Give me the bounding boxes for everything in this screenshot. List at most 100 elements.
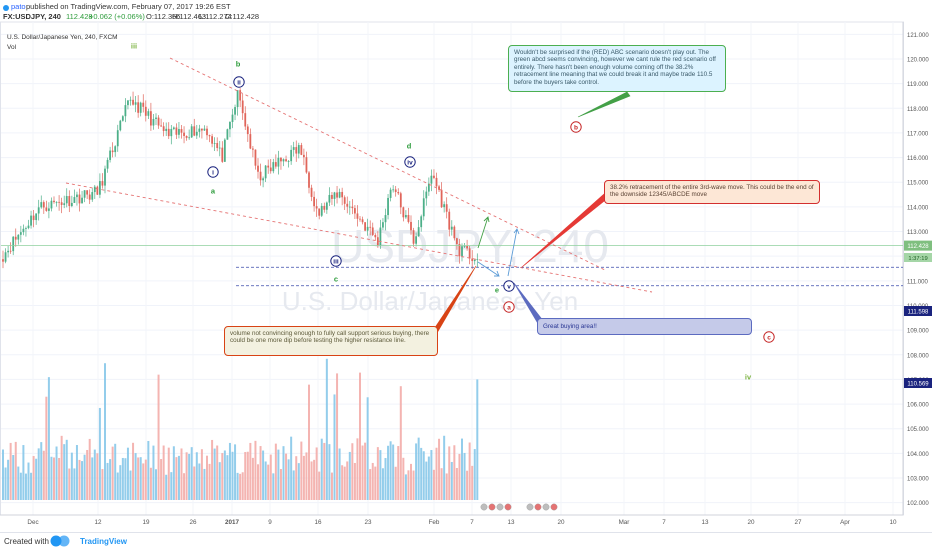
volume-bar bbox=[313, 459, 316, 500]
volume-bar bbox=[200, 449, 203, 500]
volume-bar bbox=[471, 465, 474, 500]
candle-body bbox=[287, 161, 290, 162]
candle-body bbox=[4, 252, 7, 262]
candle-body bbox=[109, 150, 111, 160]
candle-body bbox=[249, 134, 252, 149]
countdown-text: 1:37:19 bbox=[908, 256, 927, 262]
volume-bar bbox=[473, 449, 476, 500]
volume-bar bbox=[425, 461, 428, 500]
volume-bar bbox=[96, 453, 99, 500]
volume-bar bbox=[264, 461, 267, 500]
volume-bar bbox=[297, 463, 300, 500]
candle-body bbox=[471, 258, 474, 262]
countdown-badge: 1:37:19 bbox=[904, 253, 932, 262]
note-buying-area[interactable]: Great buying area!! bbox=[537, 318, 752, 335]
volume-bar bbox=[129, 470, 132, 500]
candle-body bbox=[246, 126, 249, 135]
volume-bar bbox=[119, 465, 122, 500]
volume-bar bbox=[453, 445, 456, 500]
volume-bar bbox=[330, 472, 333, 500]
volume-bar bbox=[318, 471, 321, 500]
note-retracement[interactable]: 38.2% retracement of the entire 3rd-wave… bbox=[604, 180, 820, 204]
volume-bar bbox=[211, 439, 214, 500]
price-badge: 110.569 bbox=[904, 378, 932, 388]
candle-body bbox=[236, 90, 239, 108]
candle-body bbox=[211, 136, 213, 144]
candle-body bbox=[175, 127, 178, 135]
volume-bar bbox=[438, 438, 441, 500]
price-badge: 111.598 bbox=[904, 306, 932, 316]
candle-body bbox=[150, 111, 152, 126]
volume-bar bbox=[24, 473, 27, 500]
volume-bar bbox=[282, 446, 285, 500]
candles bbox=[2, 88, 479, 270]
candle-body bbox=[313, 196, 315, 207]
volume-bar bbox=[351, 443, 354, 500]
candle-body bbox=[399, 193, 402, 208]
candle-body bbox=[244, 113, 247, 127]
volume-bar bbox=[427, 456, 430, 500]
y-tick-label: 119.000 bbox=[907, 82, 929, 88]
volume-bar bbox=[17, 466, 20, 500]
candle-body bbox=[410, 221, 412, 231]
y-tick-label: 118.000 bbox=[907, 107, 929, 113]
x-tick-label: 9 bbox=[268, 519, 272, 526]
volume-bar bbox=[461, 438, 463, 500]
candle-body bbox=[221, 147, 224, 162]
volume-bar bbox=[392, 444, 395, 500]
volume-bar bbox=[86, 449, 89, 500]
candle-body bbox=[325, 202, 328, 210]
author-name[interactable]: pato bbox=[11, 2, 26, 11]
candle-body bbox=[157, 117, 160, 126]
volume-bar bbox=[310, 461, 313, 500]
wave-label-text: e bbox=[495, 286, 499, 295]
candle-body bbox=[254, 149, 257, 166]
candle-body bbox=[300, 145, 303, 155]
candle-body bbox=[218, 147, 221, 149]
candle-body bbox=[354, 208, 356, 214]
candle-body bbox=[7, 250, 9, 253]
price-chart[interactable]: 121.000 120.000 119.000 118.000 117.000 116.0… bbox=[0, 0, 932, 532]
tradingview-brand[interactable]: TradingView bbox=[80, 537, 127, 546]
candle-body bbox=[361, 219, 364, 223]
candle-body bbox=[32, 215, 35, 221]
volume-bar bbox=[443, 435, 446, 500]
candle-body bbox=[450, 226, 453, 230]
volume-bar bbox=[287, 459, 290, 500]
volume-bar bbox=[336, 373, 339, 500]
volume-bar bbox=[78, 459, 81, 500]
volume-bar bbox=[341, 465, 344, 500]
wave-label-circle bbox=[233, 76, 245, 88]
note-abc-scenario[interactable]: Wouldn't be surprised if the (RED) ABC s… bbox=[508, 45, 726, 92]
economic-event-icon bbox=[496, 503, 504, 511]
price-badge-box bbox=[904, 306, 932, 316]
volume-bar bbox=[257, 464, 259, 500]
candle-body bbox=[430, 175, 433, 184]
volume-bar bbox=[116, 472, 119, 500]
volume-bar bbox=[402, 457, 405, 500]
candle-body bbox=[333, 192, 336, 199]
note-volume[interactable]: volume not convincing enough to fully ca… bbox=[224, 326, 438, 356]
candle-body bbox=[272, 162, 275, 172]
volume-bar bbox=[290, 436, 293, 500]
candle-body bbox=[445, 204, 448, 212]
candle-body bbox=[63, 203, 66, 205]
candle-body bbox=[124, 105, 127, 117]
candle-body bbox=[376, 237, 379, 246]
volume-bar bbox=[448, 446, 451, 500]
volume-bar bbox=[37, 448, 40, 500]
chart-header: pato published on TradingView.com, Febru… bbox=[0, 0, 932, 22]
volume-bar bbox=[356, 438, 359, 500]
volume-bar bbox=[175, 457, 178, 500]
countdown-box bbox=[904, 253, 932, 262]
candle-body bbox=[58, 201, 60, 203]
volume-bar bbox=[172, 446, 175, 500]
candle-body bbox=[303, 154, 305, 158]
candle-body bbox=[142, 102, 145, 107]
candle-body bbox=[285, 159, 287, 162]
volume-bar bbox=[75, 445, 78, 500]
candle-body bbox=[213, 142, 216, 144]
volume-bar bbox=[134, 453, 137, 500]
x-tick-label: 12 bbox=[94, 519, 102, 526]
candle-body bbox=[165, 128, 168, 132]
